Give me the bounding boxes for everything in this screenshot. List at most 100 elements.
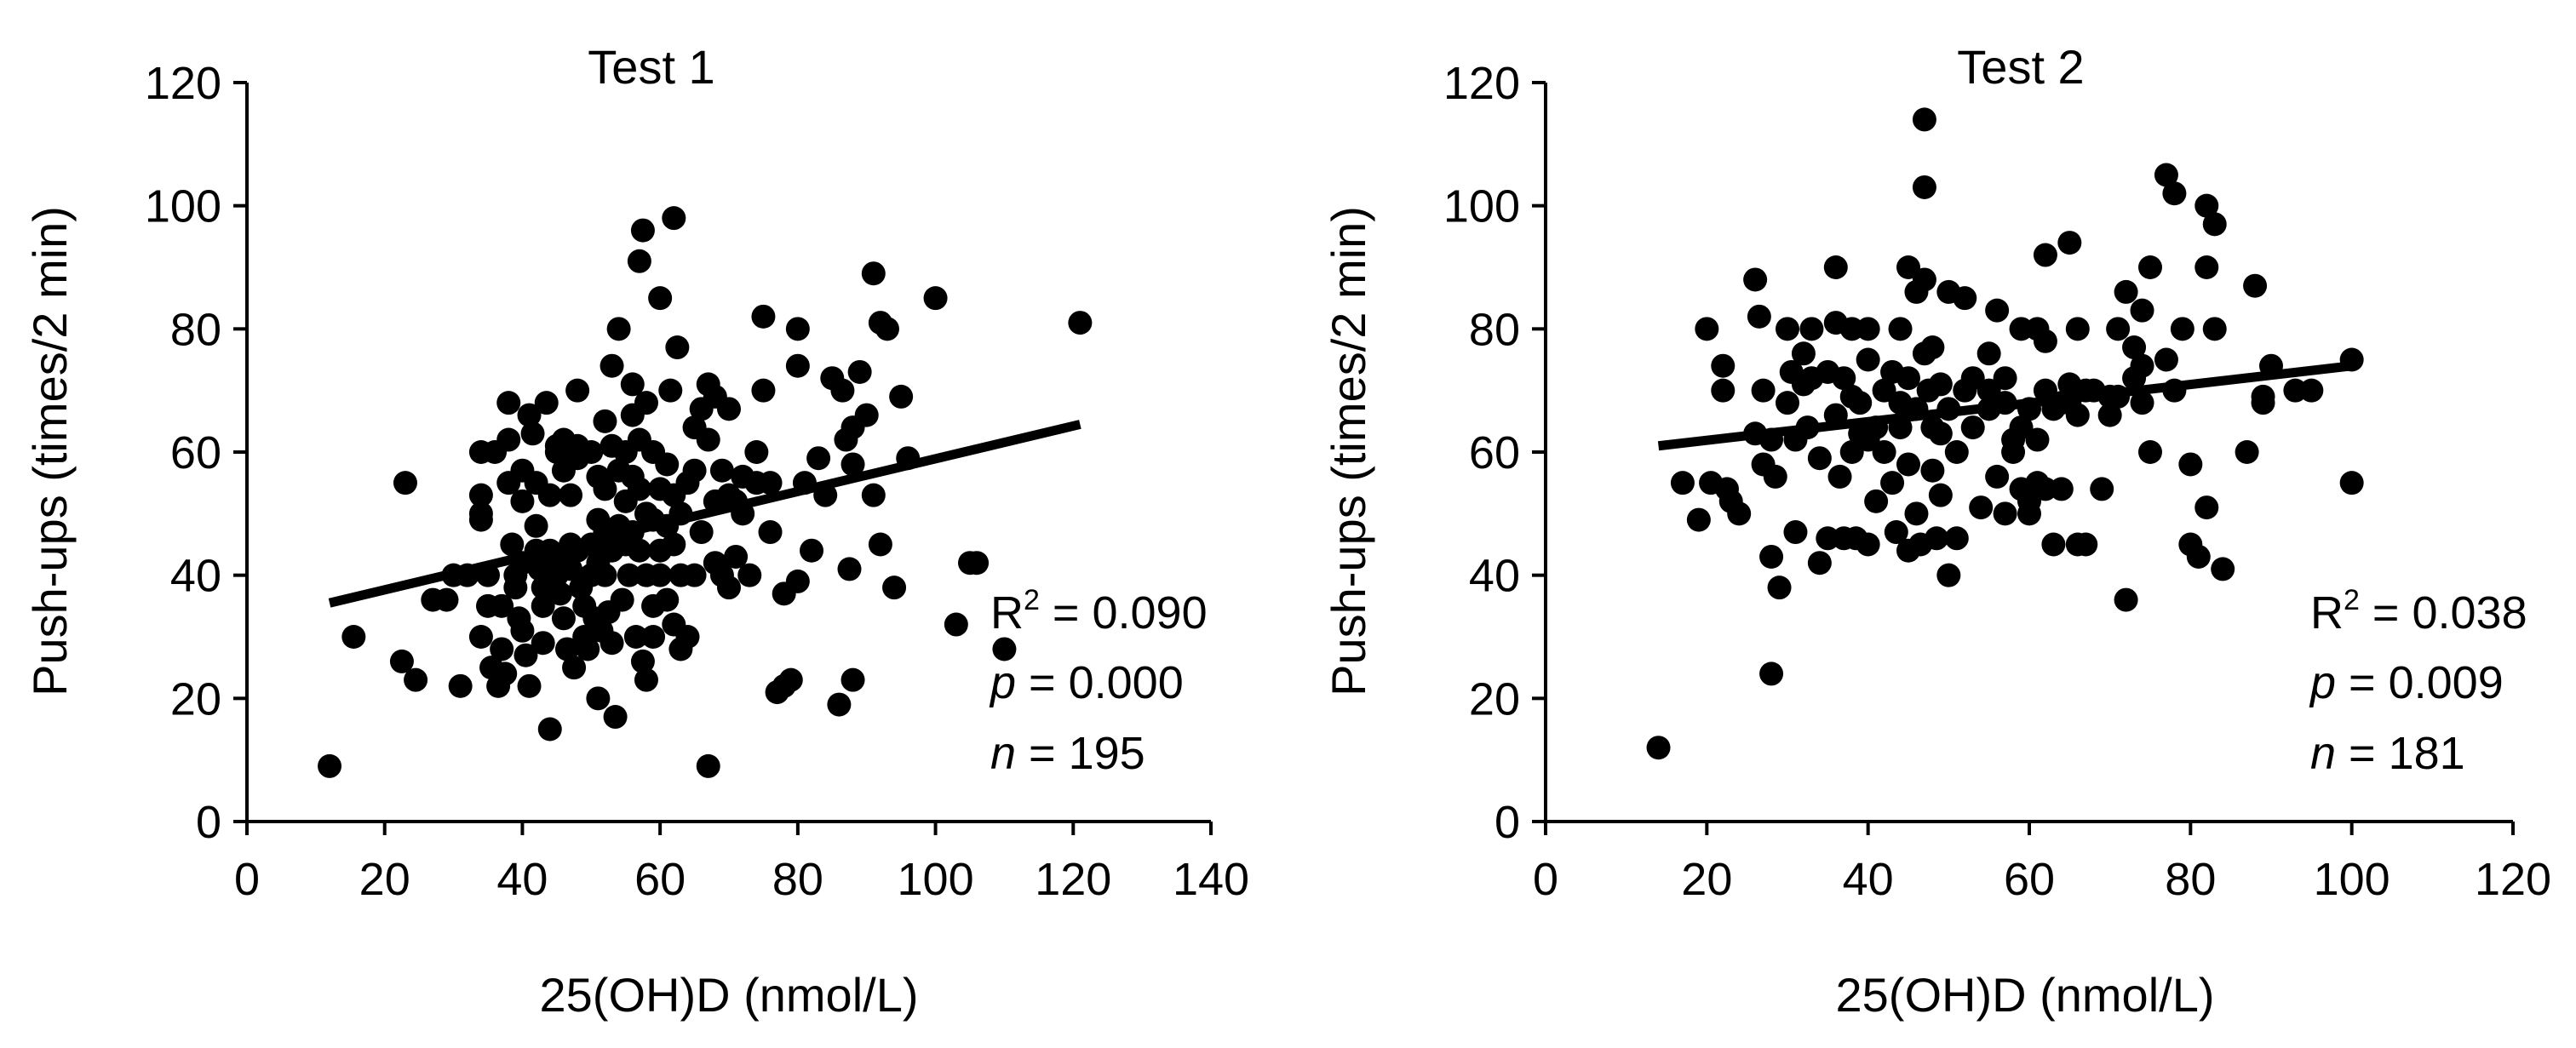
y-tick-label: 40 — [170, 551, 221, 602]
data-point — [2154, 163, 2178, 187]
data-point — [2299, 378, 2324, 403]
data-point — [1872, 440, 1896, 464]
data-point — [2057, 231, 2082, 255]
data-point — [493, 661, 518, 686]
y-tick-label: 60 — [170, 427, 221, 478]
data-point — [1953, 286, 1977, 311]
data-point — [2122, 335, 2147, 360]
data-point — [2211, 557, 2235, 581]
data-point — [548, 581, 572, 606]
data-point — [2178, 452, 2203, 477]
trendline — [328, 420, 1081, 608]
data-point — [2130, 391, 2154, 415]
data-point — [1912, 267, 1936, 292]
data-point — [2194, 193, 2219, 218]
chart-test-1: Test 1 Push-ups (times/2 min) 25(OH)D (n… — [23, 40, 1249, 1022]
stat-p-value: = 0.009 — [2336, 657, 2504, 708]
data-point — [468, 483, 493, 507]
data-point — [665, 335, 690, 360]
data-point — [1969, 495, 1994, 520]
data-point — [1912, 107, 1936, 132]
x-tick-label: 80 — [2165, 854, 2216, 905]
data-point — [1776, 317, 1799, 341]
data-point — [758, 520, 783, 545]
data-point — [559, 483, 583, 507]
data-point — [2074, 532, 2098, 557]
axes: 0 20 40 60 80 100 120 0 20 40 60 80 100 120 — [1443, 58, 2551, 905]
data-point — [2090, 477, 2114, 501]
data-point — [496, 391, 521, 415]
data-point — [1791, 341, 1816, 366]
data-point — [2065, 317, 2090, 341]
data-point — [1904, 501, 1929, 526]
stat-p: p = 0.009 — [2309, 657, 2504, 708]
data-point — [992, 637, 1017, 661]
stat-n-value: = 195 — [1016, 728, 1145, 779]
data-point — [1767, 576, 1792, 600]
data-point — [1747, 304, 1771, 329]
y-axis-label: Push-ups (times/2 min) — [23, 206, 77, 696]
data-point — [840, 452, 865, 477]
x-tick-label: 20 — [359, 854, 410, 905]
stat-r2-value: = 0.038 — [2360, 587, 2527, 639]
data-point — [751, 304, 776, 329]
data-point — [923, 286, 948, 311]
data-point — [1888, 317, 1913, 341]
data-point — [510, 489, 535, 513]
data-point — [1695, 317, 1719, 341]
data-point — [534, 391, 559, 415]
data-point — [623, 625, 648, 649]
data-point — [562, 656, 587, 680]
data-point — [2049, 477, 2074, 501]
data-point — [1985, 464, 2010, 489]
stat-r2: R2 = 0.090 — [990, 584, 1208, 639]
data-point — [658, 378, 683, 403]
data-point — [500, 532, 525, 557]
data-point — [617, 563, 641, 587]
data-point — [630, 218, 655, 243]
data-point — [785, 353, 810, 378]
x-tick-label: 80 — [772, 854, 823, 905]
x-tick-label: 60 — [634, 854, 686, 905]
data-point — [603, 705, 628, 730]
data-point — [341, 625, 366, 649]
data-point — [2130, 298, 2154, 323]
data-point — [662, 206, 686, 231]
data-point — [389, 649, 414, 673]
data-point — [448, 673, 473, 698]
data-point — [1864, 489, 1889, 513]
data-point — [1776, 391, 1799, 415]
data-point — [2170, 317, 2194, 341]
data-point — [682, 458, 707, 483]
y-tick-label: 0 — [1495, 797, 1520, 848]
y-tick-label: 60 — [1469, 427, 1520, 478]
stat-p-label: p — [2309, 657, 2336, 708]
data-point — [2097, 403, 2122, 427]
data-point — [593, 477, 617, 501]
axes: 0 20 40 60 80 100 120 140 0 20 40 60 80 100 120 — [145, 58, 1249, 905]
x-tick-label: 40 — [496, 854, 548, 905]
data-point — [627, 249, 651, 273]
data-point — [2194, 255, 2219, 279]
y-tick-label: 100 — [145, 181, 221, 232]
data-point — [2243, 273, 2268, 298]
data-point — [847, 359, 872, 384]
data-point — [1823, 255, 1848, 279]
data-point — [827, 692, 852, 717]
stat-r2: R2 = 0.038 — [2310, 584, 2527, 639]
trendline-group — [328, 420, 1081, 608]
data-point — [576, 637, 600, 661]
y-tick-label: 40 — [1469, 551, 1520, 602]
stat-r2-sup: 2 — [1024, 584, 1040, 616]
data-point — [1646, 736, 1671, 760]
data-point — [434, 587, 459, 612]
data-point — [2162, 181, 2187, 206]
stat-n-label: n — [990, 728, 1016, 779]
y-tick-label: 20 — [1469, 673, 1520, 724]
data-point — [830, 378, 855, 403]
data-point — [717, 576, 741, 600]
data-point — [2235, 440, 2259, 464]
data-point — [1944, 526, 1969, 551]
trendline — [1657, 361, 2353, 451]
data-point — [2065, 403, 2090, 427]
